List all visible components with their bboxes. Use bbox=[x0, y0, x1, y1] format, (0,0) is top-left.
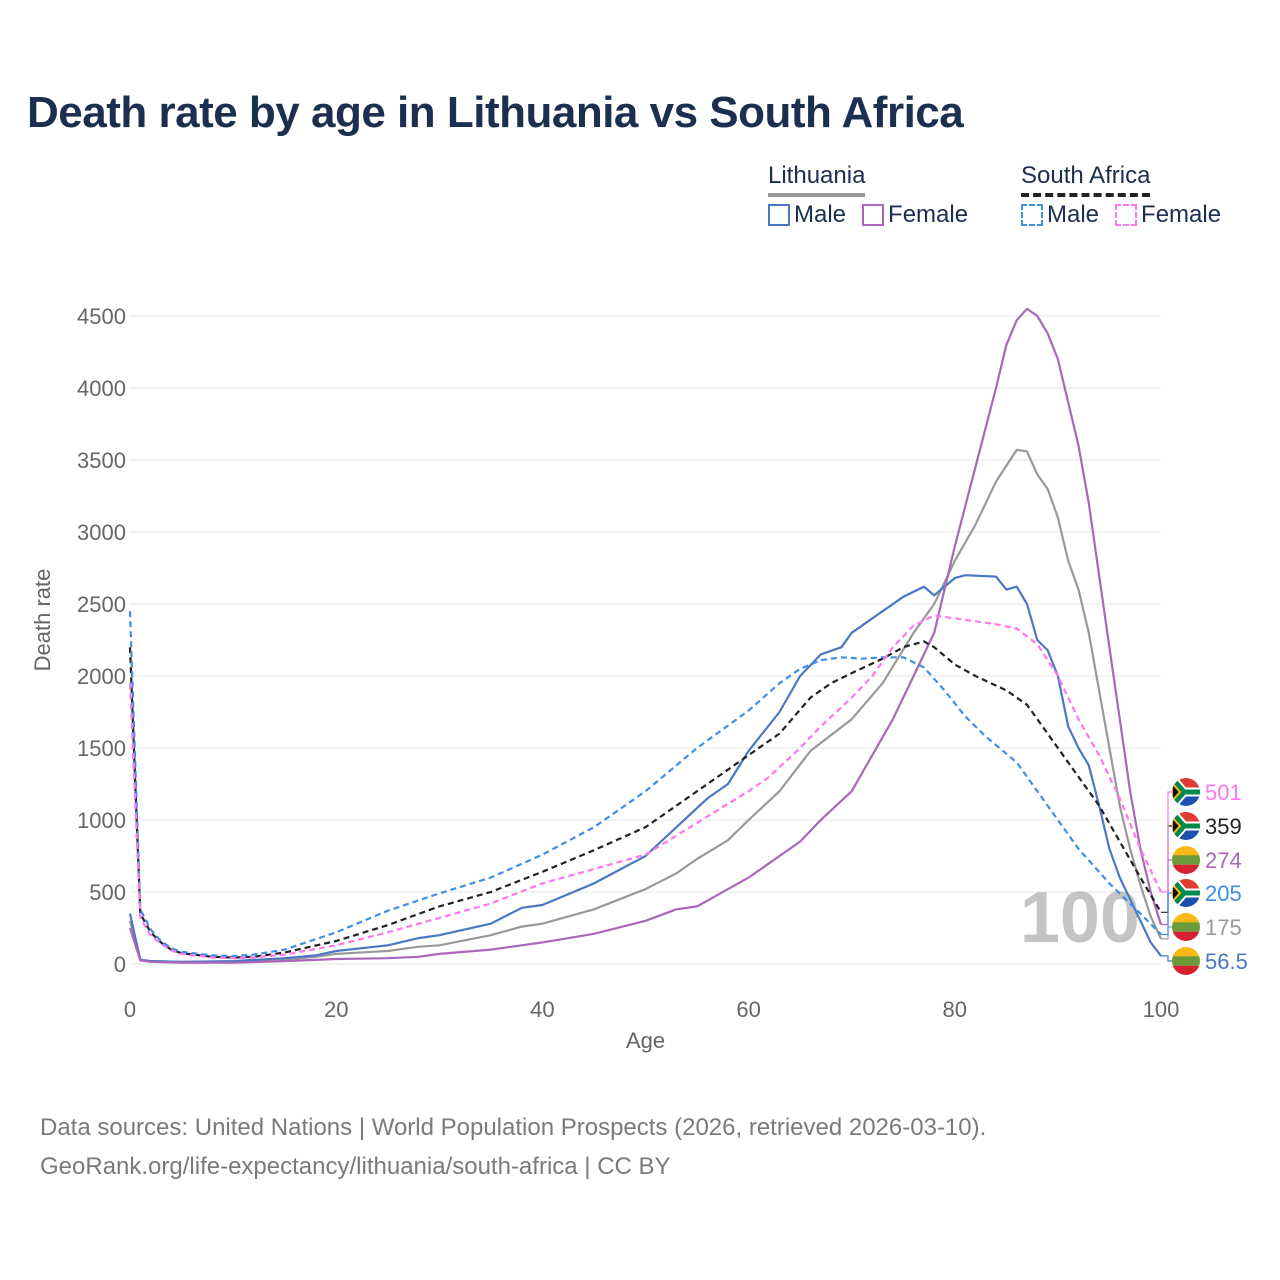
x-tick-label: 40 bbox=[530, 997, 554, 1022]
flag-black-triangle bbox=[1172, 780, 1182, 804]
flag-stripe-green bbox=[1172, 956, 1200, 966]
y-axis-title: Death rate bbox=[30, 569, 55, 672]
series-line-lt_male bbox=[128, 574, 1162, 963]
south-africa-flag-icon bbox=[1172, 812, 1200, 840]
y-tick-label: 4500 bbox=[77, 304, 126, 329]
leader-line-lt_total bbox=[1161, 926, 1172, 940]
flag-body bbox=[1172, 812, 1200, 840]
end-value-label-za_male: 205 bbox=[1205, 881, 1242, 906]
y-tick-label: 4000 bbox=[77, 376, 126, 401]
flag-body bbox=[1172, 947, 1200, 975]
end-value-label-lt_male: 56.5 bbox=[1205, 949, 1248, 974]
y-tick-label: 0 bbox=[114, 952, 126, 977]
flag-stripe-green bbox=[1172, 922, 1200, 932]
end-value-label-za_female: 501 bbox=[1205, 780, 1242, 805]
end-value-label-lt_female: 274 bbox=[1205, 848, 1242, 873]
end-value-label-lt_total: 175 bbox=[1205, 915, 1242, 940]
x-axis-title: Age bbox=[626, 1028, 665, 1053]
legend-swatch-lt-female bbox=[862, 204, 885, 226]
legend-label: Female bbox=[888, 201, 969, 228]
series-line-za_female bbox=[128, 614, 1162, 960]
y-tick-label: 3000 bbox=[77, 520, 126, 545]
flag-stripe-green bbox=[1172, 855, 1200, 865]
flag-stripe-yellow bbox=[1172, 947, 1200, 957]
flag-stripe-yellow bbox=[1172, 846, 1200, 856]
flag-black-triangle bbox=[1172, 814, 1182, 838]
lithuania-flag-icon bbox=[1172, 947, 1200, 975]
legend-swatch-za-male bbox=[1021, 204, 1043, 226]
south-africa-flag-icon bbox=[1172, 778, 1200, 806]
flag-body bbox=[1172, 778, 1200, 806]
legend-lithuania-female[interactable]: Female bbox=[862, 201, 968, 229]
leader-line-za_female bbox=[1161, 791, 1172, 893]
y-tick-label: 2500 bbox=[77, 592, 126, 617]
flag-stripe-red bbox=[1172, 931, 1200, 941]
age-watermark: 100 bbox=[1020, 878, 1140, 958]
south-africa-flag-icon bbox=[1172, 879, 1200, 907]
x-tick-label: 20 bbox=[324, 997, 348, 1022]
legend-label: Male bbox=[794, 201, 847, 228]
y-tick-label: 1000 bbox=[77, 808, 126, 833]
legend-swatch-lt-male bbox=[768, 204, 790, 226]
legend-lithuania-male[interactable]: Male bbox=[768, 201, 846, 229]
x-tick-label: 0 bbox=[124, 997, 136, 1022]
flag-stripe-red bbox=[1172, 965, 1200, 975]
flag-body bbox=[1172, 913, 1200, 941]
legend-label: Male bbox=[1047, 201, 1100, 228]
footer-link[interactable]: GeoRank.org/life-expectancy/lithuania/so… bbox=[40, 1153, 671, 1180]
series-line-za_male bbox=[128, 611, 1162, 958]
end-value-label-za_total: 359 bbox=[1205, 814, 1242, 839]
flag-stripe-red bbox=[1172, 864, 1200, 874]
legend-south-africa-male[interactable]: Male bbox=[1021, 201, 1099, 229]
lithuania-flag-icon bbox=[1172, 846, 1200, 874]
footer: Data sources: United Nations | World Pop… bbox=[40, 1108, 986, 1186]
series-line-za_total bbox=[128, 640, 1162, 959]
leader-line-lt_male bbox=[1161, 955, 1172, 962]
series-line-lt_total bbox=[128, 448, 1162, 963]
x-tick-label: 80 bbox=[943, 997, 967, 1022]
legend-lithuania-heading: Lithuania bbox=[768, 162, 866, 197]
series-line-lt_female bbox=[128, 307, 1163, 964]
flag-black-triangle bbox=[1172, 881, 1182, 905]
legend-south-africa-female[interactable]: Female bbox=[1115, 201, 1221, 229]
line-chart: 0 500 1000 1500 2000 2500 3000 3500 4000 4500 0 20 4… bbox=[30, 304, 1248, 1053]
x-tick-label: 60 bbox=[736, 997, 760, 1022]
leader-line-za_male bbox=[1161, 892, 1172, 936]
y-tick-label: 500 bbox=[89, 880, 126, 905]
legend-south-africa: South Africa Male Female bbox=[1021, 162, 1221, 229]
x-tick-label: 100 bbox=[1143, 997, 1180, 1022]
legend-swatch-za-female bbox=[1115, 204, 1138, 226]
flag-body bbox=[1172, 879, 1200, 907]
legend-south-africa-heading: South Africa bbox=[1021, 162, 1151, 197]
legend-lithuania: Lithuania Male Female bbox=[768, 162, 968, 229]
footer-source: Data sources: United Nations | World Pop… bbox=[40, 1114, 987, 1141]
y-tick-label: 3500 bbox=[77, 448, 126, 473]
flag-stripe-yellow bbox=[1172, 913, 1200, 923]
legend-label: Female bbox=[1141, 201, 1222, 228]
chart-title: Death rate by age in Lithuania vs South … bbox=[27, 88, 964, 137]
lithuania-flag-icon bbox=[1172, 913, 1200, 941]
y-tick-label: 1500 bbox=[77, 736, 126, 761]
leader-line-za_total bbox=[1161, 825, 1172, 913]
y-tick-label: 2000 bbox=[77, 664, 126, 689]
flag-body bbox=[1172, 846, 1200, 874]
